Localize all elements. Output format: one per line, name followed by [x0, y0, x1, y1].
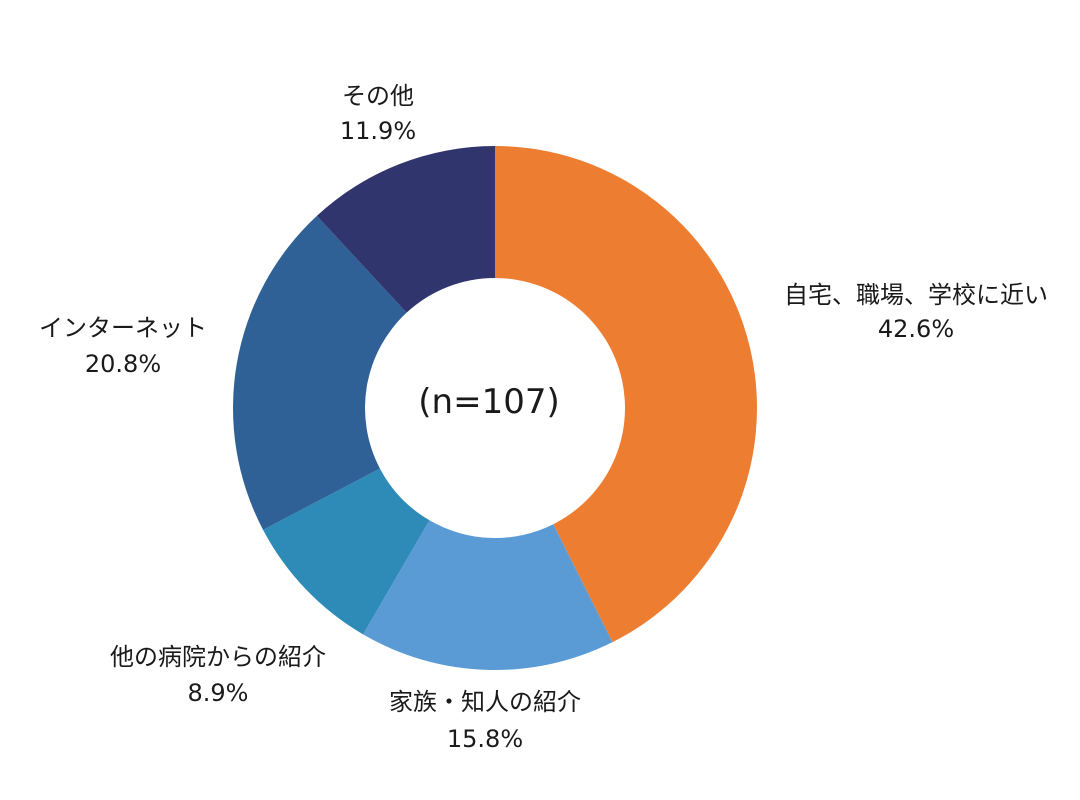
- donut-slice-4: [316, 146, 495, 313]
- slice-label: その他: [342, 82, 414, 110]
- slice-label: 家族・知人の紹介: [389, 688, 581, 716]
- slice-label-group-4: その他 11.9%: [340, 82, 416, 145]
- slice-label-group-2: 他の病院からの紹介 8.9%: [110, 643, 326, 707]
- slice-label-group-1: 家族・知人の紹介 15.8%: [389, 688, 581, 753]
- donut-slice-0: [495, 146, 757, 643]
- slice-value-label: 11.9%: [340, 117, 416, 145]
- slice-label-group-3: インターネット 20.8%: [39, 314, 207, 378]
- donut-slice-2: [263, 468, 430, 635]
- slice-value-label: 42.6%: [878, 315, 954, 343]
- slice-value-label: 15.8%: [447, 725, 523, 753]
- slice-label: 他の病院からの紹介: [110, 643, 326, 671]
- slice-label-group-0: 自宅、職場、学校に近い 42.6%: [784, 281, 1048, 343]
- slice-label: インターネット: [39, 314, 207, 342]
- donut-slice-3: [233, 215, 407, 530]
- donut-slice-1: [363, 520, 613, 670]
- slice-value-label: 20.8%: [85, 350, 161, 378]
- slice-value-label: 8.9%: [188, 679, 249, 707]
- center-sample-size-label: (n=107): [418, 382, 559, 422]
- slice-label: 自宅、職場、学校に近い: [784, 281, 1048, 309]
- donut-slices: [233, 146, 757, 670]
